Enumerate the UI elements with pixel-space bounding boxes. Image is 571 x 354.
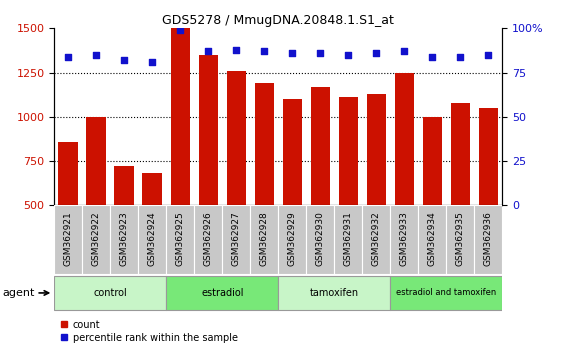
Point	[484, 52, 493, 58]
Point	[288, 50, 297, 56]
Bar	[138, 205, 166, 274]
Text: GSM362935: GSM362935	[456, 211, 465, 266]
Bar	[423, 117, 443, 205]
Text: GSM362930: GSM362930	[316, 211, 325, 266]
Point	[260, 48, 269, 54]
Bar	[54, 276, 166, 310]
Bar	[419, 205, 447, 274]
Text: GSM362927: GSM362927	[232, 211, 241, 266]
Bar	[339, 97, 358, 205]
Text: GSM362933: GSM362933	[400, 211, 409, 266]
Bar	[279, 276, 391, 310]
Point	[344, 52, 353, 58]
Point	[372, 50, 381, 56]
Text: estradiol: estradiol	[201, 288, 244, 298]
Bar	[395, 74, 414, 205]
Point	[428, 54, 437, 59]
Point	[316, 50, 325, 56]
Bar	[54, 205, 82, 274]
Bar	[255, 83, 274, 205]
Bar	[475, 205, 502, 274]
Text: GSM362928: GSM362928	[260, 211, 269, 266]
Text: tamoxifen: tamoxifen	[310, 288, 359, 298]
Point	[232, 47, 241, 52]
Bar	[250, 205, 279, 274]
Text: estradiol and tamoxifen: estradiol and tamoxifen	[396, 289, 497, 297]
Point	[148, 59, 157, 65]
Point	[176, 27, 185, 33]
Bar	[335, 205, 363, 274]
Bar	[447, 205, 475, 274]
Bar	[363, 205, 391, 274]
Title: GDS5278 / MmugDNA.20848.1.S1_at: GDS5278 / MmugDNA.20848.1.S1_at	[162, 14, 395, 27]
Bar	[143, 173, 162, 205]
Point	[120, 57, 129, 63]
Bar	[114, 166, 134, 205]
Bar	[307, 205, 335, 274]
Text: GSM362924: GSM362924	[148, 211, 157, 266]
Text: GSM362921: GSM362921	[64, 211, 73, 266]
Bar	[82, 205, 110, 274]
Bar	[367, 94, 386, 205]
Text: agent: agent	[3, 288, 35, 298]
Bar	[222, 205, 250, 274]
Bar	[478, 108, 498, 205]
Text: GSM362923: GSM362923	[120, 211, 129, 266]
Bar	[391, 276, 502, 310]
Text: GSM362931: GSM362931	[344, 211, 353, 266]
Text: GSM362932: GSM362932	[372, 211, 381, 266]
Text: GSM362936: GSM362936	[484, 211, 493, 266]
Bar	[451, 103, 471, 205]
Bar	[166, 205, 194, 274]
Point	[64, 54, 73, 59]
Point	[92, 52, 101, 58]
Text: GSM362929: GSM362929	[288, 211, 297, 266]
Bar	[391, 205, 419, 274]
Text: GSM362934: GSM362934	[428, 211, 437, 266]
Bar	[166, 276, 278, 310]
Bar	[311, 87, 330, 205]
Bar	[199, 55, 218, 205]
Bar	[194, 205, 222, 274]
Bar	[110, 205, 138, 274]
Legend: count, percentile rank within the sample: count, percentile rank within the sample	[59, 320, 238, 343]
Point	[400, 48, 409, 54]
Text: GSM362926: GSM362926	[204, 211, 213, 266]
Bar	[58, 142, 78, 205]
Point	[456, 54, 465, 59]
Point	[204, 48, 213, 54]
Bar	[279, 205, 307, 274]
Text: GSM362922: GSM362922	[92, 211, 100, 266]
Text: control: control	[94, 288, 127, 298]
Bar	[171, 28, 190, 205]
Bar	[283, 99, 302, 205]
Bar	[227, 71, 246, 205]
Bar	[86, 117, 106, 205]
Text: GSM362925: GSM362925	[176, 211, 185, 266]
